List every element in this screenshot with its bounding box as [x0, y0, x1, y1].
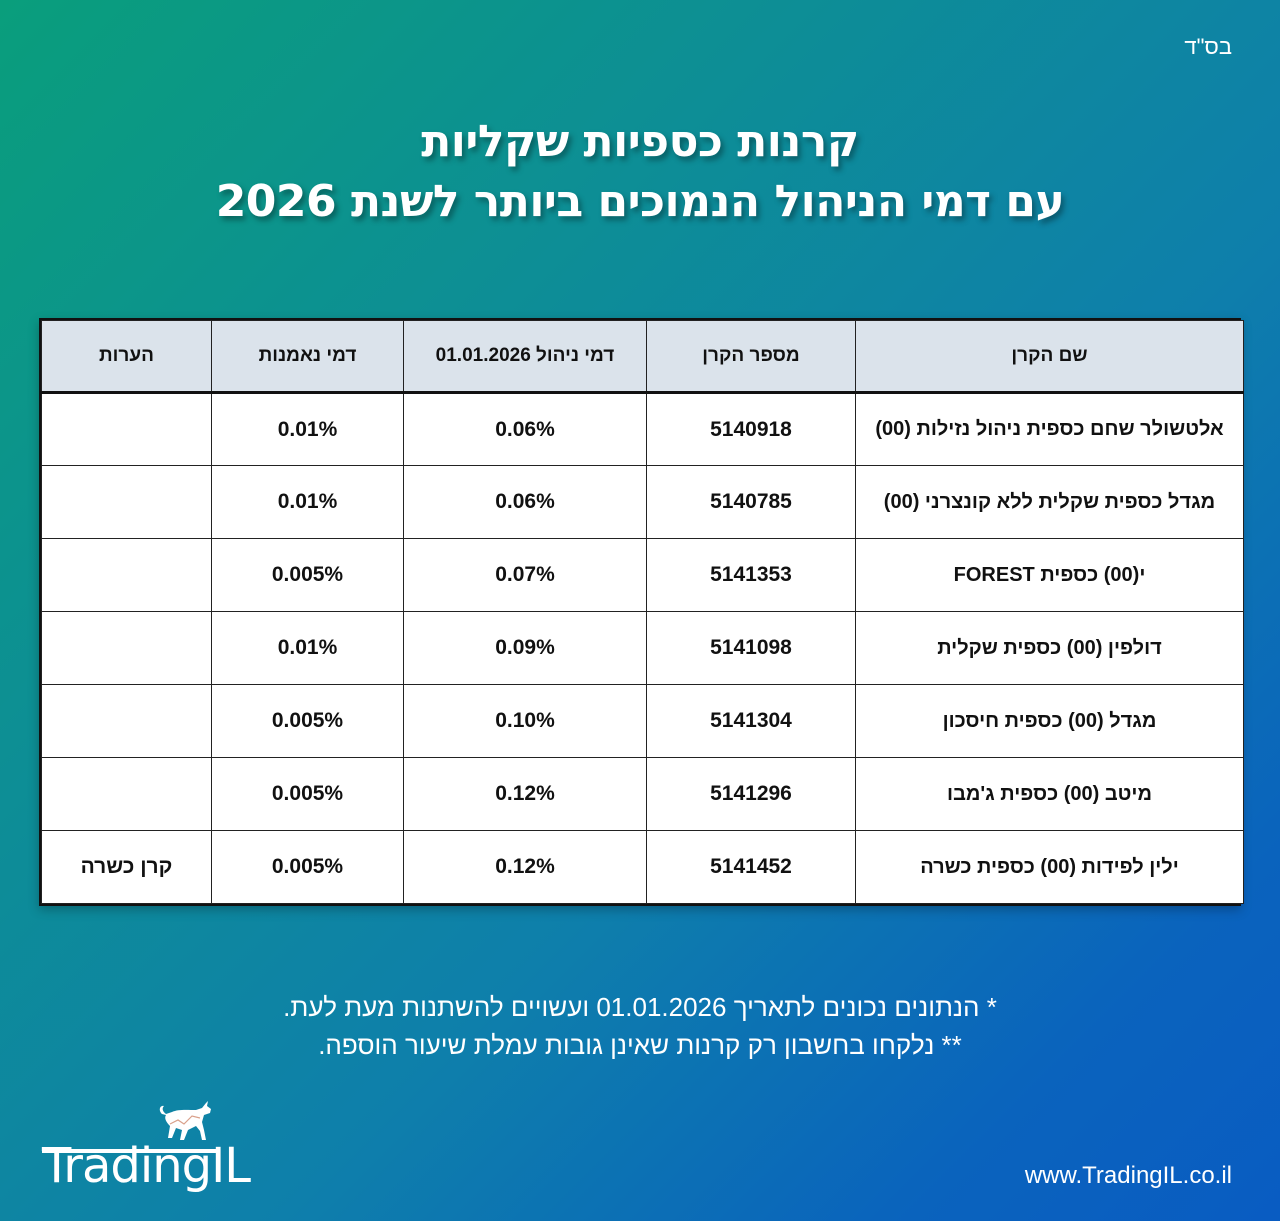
fund-number-cell: 5141098 [646, 611, 856, 685]
website-link[interactable]: www.TradingIL.co.il [1024, 1162, 1232, 1189]
table-header-row: שם הקרן מספר הקרן דמי ניהול 01.01.2026 ד… [41, 320, 1244, 394]
fund-number-cell: 5141353 [646, 538, 856, 612]
footnotes: * הנתונים נכונים לתאריך 01.01.2026 ועשוי… [0, 988, 1280, 1064]
funds-table: שם הקרן מספר הקרן דמי ניהול 01.01.2026 ד… [41, 320, 1244, 904]
blessing-text: בס"ד [1184, 34, 1232, 59]
table-row: מגדל כספית שקלית ללא קונצרני (00) 514078… [41, 465, 1244, 539]
fund-name-cell: מגדל (00) כספית חיסכון [855, 684, 1244, 758]
trust-fee-cell: 0.005% [211, 684, 404, 758]
fund-name-cell: מיטב (00) כספית ג'מבו [855, 757, 1244, 831]
table-row: מיטב (00) כספית ג'מבו 5141296 0.12% 0.00… [41, 757, 1244, 831]
title-line-2: עם דמי הניהול הנמוכים ביותר לשנת 2026 [215, 176, 1065, 227]
notes-cell: קרן כשרה [41, 830, 212, 904]
notes-cell [41, 757, 212, 831]
table-row: י(00) כספית FOREST 5141353 0.07% 0.005% [41, 538, 1244, 612]
bull-icon [159, 1101, 211, 1140]
fund-number-cell: 5141304 [646, 684, 856, 758]
trust-fee-cell: 0.01% [211, 392, 404, 466]
table-row: מגדל (00) כספית חיסכון 5141304 0.10% 0.0… [41, 684, 1244, 758]
table-row: אלטשולר שחם כספית ניהול נזילות (00) 5140… [41, 392, 1244, 466]
fund-number-cell: 5140785 [646, 465, 856, 539]
management-fee-cell: 0.07% [403, 538, 647, 612]
fund-name-cell: ילין לפידות (00) כספית כשרה [855, 830, 1244, 904]
management-fee-cell: 0.06% [403, 465, 647, 539]
fund-number-cell: 5141452 [646, 830, 856, 904]
logo-underline [42, 1149, 217, 1153]
page-title: קרנות כספיות שקליות עם דמי הניהול הנמוכי… [0, 112, 1280, 232]
footnote-2: ** נלקחו בחשבון רק קרנות שאינן גובות עמל… [318, 1030, 962, 1060]
fund-name-cell: י(00) כספית FOREST [855, 538, 1244, 612]
notes-cell [41, 392, 212, 466]
fund-number-cell: 5140918 [646, 392, 856, 466]
notes-cell [41, 684, 212, 758]
trust-fee-cell: 0.005% [211, 757, 404, 831]
notes-cell [41, 611, 212, 685]
trust-fee-cell: 0.005% [211, 538, 404, 612]
management-fee-cell: 0.10% [403, 684, 647, 758]
column-header-fund-number: מספר הקרן [646, 320, 856, 394]
notes-cell [41, 538, 212, 612]
column-header-trust-fee: דמי נאמנות [211, 320, 404, 394]
trust-fee-cell: 0.01% [211, 465, 404, 539]
title-line-1: קרנות כספיות שקליות [421, 116, 859, 167]
management-fee-cell: 0.09% [403, 611, 647, 685]
footnote-1: * הנתונים נכונים לתאריך 01.01.2026 ועשוי… [283, 992, 997, 1022]
fund-name-cell: דולפין (00) כספית שקלית [855, 611, 1244, 685]
table-row: ילין לפידות (00) כספית כשרה 5141452 0.12… [41, 830, 1244, 904]
table-row: דולפין (00) כספית שקלית 5141098 0.09% 0.… [41, 611, 1244, 685]
management-fee-cell: 0.12% [403, 757, 647, 831]
column-header-fund-name: שם הקרן [855, 320, 1244, 394]
fund-name-cell: אלטשולר שחם כספית ניהול נזילות (00) [855, 392, 1244, 466]
fund-name-cell: מגדל כספית שקלית ללא קונצרני (00) [855, 465, 1244, 539]
column-header-notes: הערות [41, 320, 212, 394]
trust-fee-cell: 0.005% [211, 830, 404, 904]
management-fee-cell: 0.12% [403, 830, 647, 904]
fund-number-cell: 5141296 [646, 757, 856, 831]
trust-fee-cell: 0.01% [211, 611, 404, 685]
management-fee-cell: 0.06% [403, 392, 647, 466]
notes-cell [41, 465, 212, 539]
logo-text: TradingIL [42, 1138, 251, 1194]
brand-logo: TradingIL [42, 1100, 252, 1200]
funds-table-container: שם הקרן מספר הקרן דמי ניהול 01.01.2026 ד… [39, 318, 1244, 906]
column-header-management-fee: דמי ניהול 01.01.2026 [403, 320, 647, 394]
